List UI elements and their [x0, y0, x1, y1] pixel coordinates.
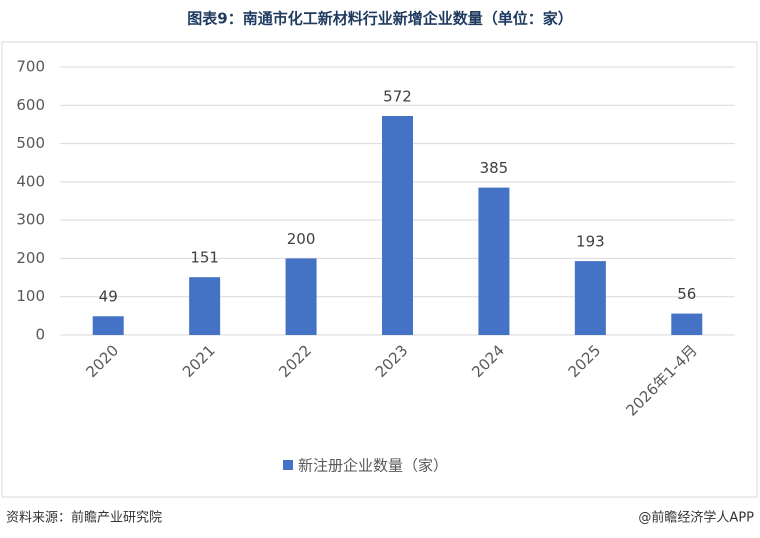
legend-swatch — [283, 460, 293, 470]
bar — [382, 116, 413, 336]
y-tick-label: 600 — [16, 96, 45, 114]
x-tick-label: 2026年1-4月 — [623, 341, 701, 419]
x-tick-label: 2025 — [565, 341, 605, 381]
y-tick-label: 400 — [16, 172, 45, 190]
value-label: 572 — [383, 88, 412, 106]
value-label: 49 — [99, 288, 118, 306]
y-tick-label: 300 — [16, 211, 45, 229]
bar — [574, 261, 606, 335]
y-tick-label: 700 — [16, 58, 45, 76]
bar — [92, 316, 124, 335]
brand: @前瞻经济学人APP — [638, 510, 754, 526]
y-tick-label: 0 — [35, 326, 45, 344]
y-tick-label: 500 — [16, 134, 45, 152]
bar — [285, 258, 317, 335]
y-tick-label: 100 — [16, 287, 45, 305]
value-label: 193 — [576, 233, 605, 251]
value-label: 385 — [480, 159, 509, 177]
chart-title: 图表9：南通市化工新材料行业新增企业数量（单位：家） — [187, 10, 572, 28]
x-tick-label: 2020 — [82, 341, 122, 381]
value-label: 56 — [677, 285, 696, 303]
x-tick-label: 2022 — [275, 341, 315, 381]
bar — [189, 277, 221, 335]
value-label: 200 — [287, 230, 316, 248]
x-tick-label: 2021 — [179, 341, 219, 381]
bar — [671, 313, 703, 335]
bar — [478, 187, 510, 335]
x-tick-label: 2024 — [468, 341, 508, 381]
y-tick-label: 200 — [16, 249, 45, 267]
legend-label: 新注册企业数量（家） — [298, 457, 448, 475]
x-tick-label: 2023 — [372, 341, 412, 381]
chart-frame — [1, 41, 758, 498]
value-label: 151 — [190, 249, 219, 267]
source: 资料来源：前瞻产业研究院 — [6, 510, 162, 526]
